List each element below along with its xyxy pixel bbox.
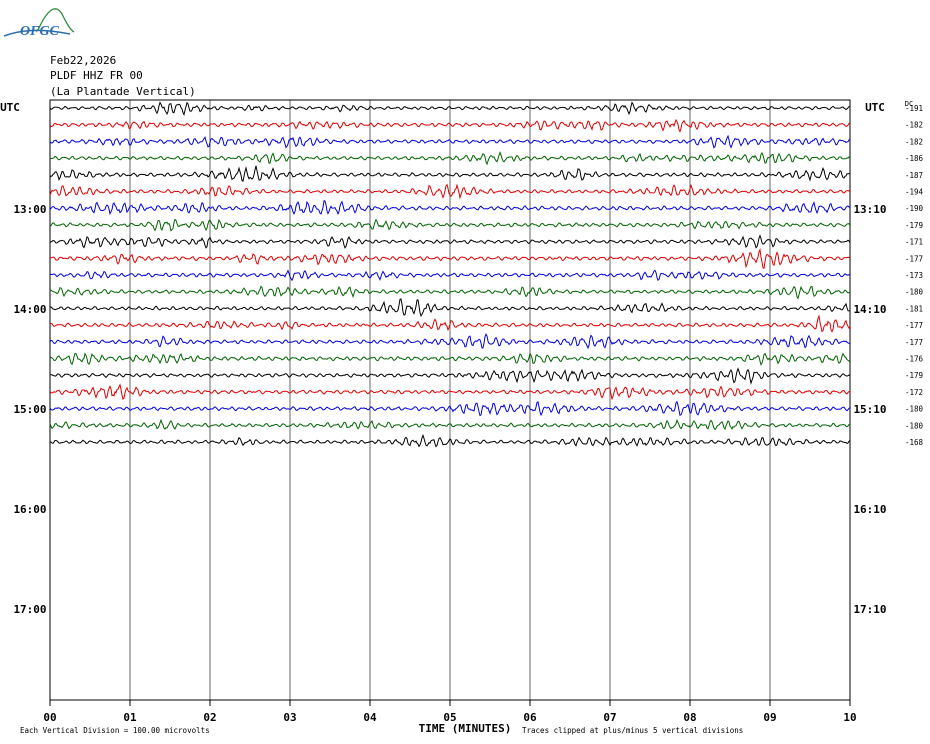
seismic-trace	[49, 383, 851, 401]
right-hour-label: 17:10	[853, 603, 886, 616]
dc-offset-label: -181	[905, 304, 923, 313]
x-axis-title: TIME (MINUTES)	[419, 722, 512, 735]
right-hour-label: 15:10	[853, 403, 886, 416]
seismic-trace	[49, 314, 851, 333]
seismic-trace	[49, 433, 851, 448]
dc-offset-label: -177	[905, 321, 923, 330]
x-tick-label: 10	[843, 711, 856, 724]
x-tick-label: 07	[603, 711, 616, 724]
footer-scale-note: Each Vertical Division = 100.00 microvol…	[20, 726, 210, 735]
dc-offset-label: -177	[905, 338, 923, 347]
dc-offset-label: -194	[905, 188, 924, 197]
seismic-trace	[49, 234, 851, 249]
left-hour-label: 16:00	[13, 503, 46, 516]
x-tick-label: 01	[123, 711, 137, 724]
dc-offset-label: -176	[905, 355, 924, 364]
seismic-trace	[49, 332, 851, 350]
x-tick-label: 00	[43, 711, 56, 724]
right-axis-label: UTC	[865, 101, 885, 114]
dc-column-label: DC	[905, 100, 913, 108]
seismic-trace	[49, 269, 851, 282]
seismic-trace	[49, 285, 851, 300]
left-hour-label: 13:00	[13, 203, 46, 216]
x-tick-label: 03	[283, 711, 296, 724]
left-hour-label: 15:00	[13, 403, 46, 416]
right-hour-label: 14:10	[853, 303, 886, 316]
dc-offset-label: -182	[905, 137, 923, 146]
dc-offset-label: -182	[905, 121, 923, 130]
left-axis-label: UTC	[0, 101, 20, 114]
seismic-trace	[49, 183, 851, 200]
seismic-trace	[49, 118, 851, 133]
dc-offset-label: -179	[905, 221, 923, 230]
x-tick-label: 08	[683, 711, 696, 724]
x-tick-label: 06	[523, 711, 537, 724]
dc-offset-label: -171	[905, 238, 923, 247]
seismic-trace	[49, 247, 851, 270]
dc-offset-label: -187	[905, 171, 923, 180]
dc-offset-label: -180	[905, 405, 924, 414]
seismic-trace	[49, 367, 851, 385]
footer-clip-note: Traces clipped at plus/minus 5 vertical …	[522, 726, 743, 735]
x-tick-label: 04	[363, 711, 377, 724]
right-hour-label: 13:10	[853, 203, 886, 216]
left-hour-label: 17:00	[13, 603, 46, 616]
seismic-trace	[49, 134, 851, 149]
station-label: PLDF HHZ FR 00	[50, 69, 143, 82]
seismic-trace	[49, 218, 851, 232]
dc-offset-label: -180	[905, 421, 924, 430]
location-label: (La Plantade Vertical)	[50, 85, 196, 98]
right-hour-label: 16:10	[853, 503, 886, 516]
logo-text: OFGC	[20, 24, 59, 39]
dc-offset-label: -172	[905, 388, 923, 397]
x-tick-label: 09	[763, 711, 776, 724]
seismic-trace	[49, 418, 851, 431]
dc-offset-label: -190	[905, 204, 924, 213]
dc-offset-label: -177	[905, 254, 923, 263]
seismic-trace	[49, 151, 851, 166]
dc-offset-label: -173	[905, 271, 923, 280]
dc-offset-label: -186	[905, 154, 924, 163]
dc-offset-label: -168	[905, 438, 924, 447]
date-label: Feb22,2026	[50, 54, 117, 67]
seismic-trace	[49, 200, 851, 216]
dc-offset-label: -180	[905, 288, 924, 297]
dc-offset-label: -179	[905, 371, 923, 380]
seismic-trace	[49, 298, 851, 318]
x-tick-label: 02	[203, 711, 216, 724]
seismic-trace	[49, 165, 851, 183]
left-hour-label: 14:00	[13, 303, 46, 316]
x-tick-label: 05	[443, 711, 456, 724]
seismic-trace	[49, 352, 851, 366]
dc-offset-label: -191	[905, 104, 923, 113]
seismic-trace	[49, 400, 851, 417]
logo-swoosh-icon	[3, 8, 75, 37]
seismic-trace	[49, 101, 851, 117]
